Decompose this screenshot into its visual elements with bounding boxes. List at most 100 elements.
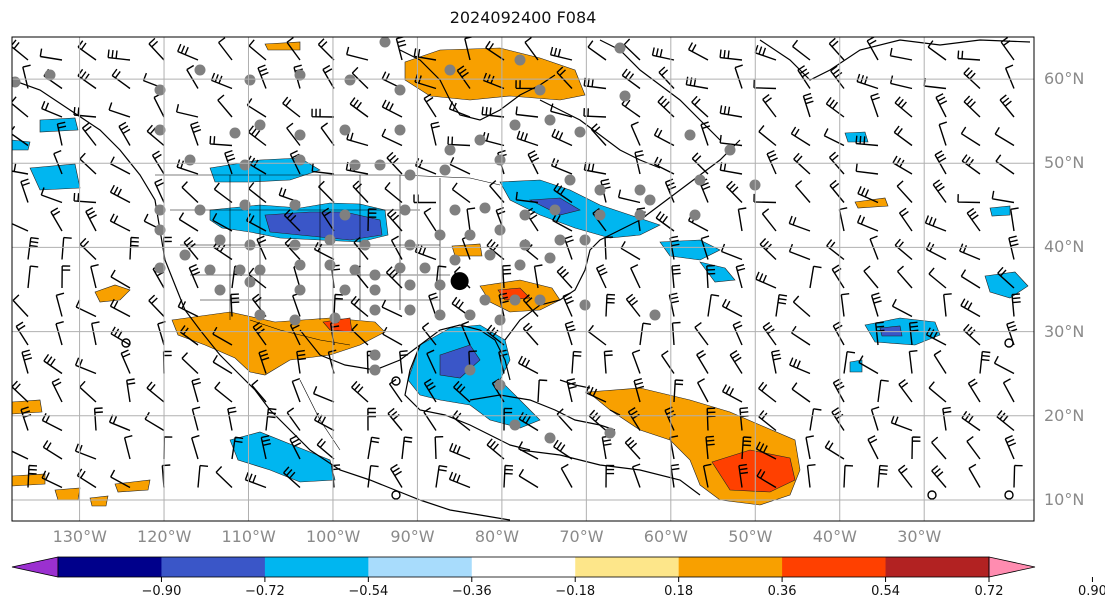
station-dot [434,279,446,291]
wind-barb [553,183,573,204]
station-dot [344,74,356,86]
wind-barb [517,355,539,375]
wind-barb [588,409,607,432]
colorbar-under-arrow [11,556,59,578]
colorbar-tick-label: 0.72 [974,584,1004,599]
wind-barb [963,323,981,346]
station-dot [444,144,456,156]
wind-barb [564,235,574,260]
wind-barb [943,293,952,317]
wind-barb [491,378,505,403]
wind-barb [631,463,641,488]
wind-barb [190,121,202,146]
colorbar-tick-label: −0.54 [348,584,389,599]
station-dot [369,269,381,281]
longitude-tick-label: 70°W [559,527,604,546]
colorbar-tick-label: 0.36 [767,584,797,599]
wind-barb [313,412,335,432]
wind-barb [27,237,39,260]
wind-barb [53,149,63,175]
wind-barb [858,355,879,375]
wind-barb [120,349,131,374]
station-dot [404,304,416,316]
wind-barb [863,265,879,289]
wind-barb [451,182,471,204]
longitude-tick-label: 120°W [137,527,192,546]
wind-barb [927,40,947,61]
longitude-tick-label: 110°W [221,527,276,546]
colorbar-outline [57,556,990,578]
wind-barb [81,122,97,146]
wind-barb [79,380,97,403]
station-dot [614,42,626,54]
wind-barb [630,121,641,146]
wind-barb [551,128,573,147]
latitude-tick-label: 10°N [1044,489,1085,509]
wind-barb [382,326,403,346]
wind-barb [93,407,103,431]
wind-barb [583,161,607,175]
wind-barb [583,77,607,90]
wind-barb [449,442,471,460]
wind-barb [896,265,913,289]
wind-barb [40,187,63,204]
wind-barb [696,349,709,374]
wind-barb [283,466,301,489]
wind-barb [702,463,712,488]
wind-barb [110,326,131,346]
station-dot [519,239,531,251]
wind-barb [829,179,845,203]
wind-barb [110,469,131,489]
wind-barb [522,294,539,317]
wind-barb [448,471,471,489]
wind-barb [696,378,709,403]
wind-barb [210,72,233,90]
wind-barb [856,73,879,90]
station-dot [154,124,166,136]
wind-barb [894,96,913,118]
wind-barb [248,182,267,204]
station-dot [349,159,361,171]
station-dot [449,254,461,266]
wind-barb [414,244,437,261]
wind-barb [20,406,32,431]
wind-barb [447,136,471,147]
wind-barb [631,349,641,374]
station-dot [464,364,476,376]
wind-barb [289,435,302,460]
station-dot [294,284,306,296]
wind-barb [286,37,301,61]
station-dot [294,154,306,166]
wind-barb [924,215,947,232]
station-dot [289,199,301,211]
wind-barb [178,212,199,232]
station-dot [239,159,251,171]
wind-barb [960,126,981,147]
wind-barb [252,321,267,346]
station-dot [544,432,556,444]
wind-barb [721,298,743,318]
colorbar-bin [58,557,162,577]
wind-barb [12,294,29,317]
wind-barb [423,93,437,118]
wind-barb [753,79,777,90]
station-dot [509,119,521,131]
station-dot [404,279,416,291]
longitude-tick-label: 130°W [52,527,107,546]
wind-barb [109,156,131,175]
wind-barb [877,464,888,488]
wind-barb [875,321,885,346]
wind-barb [421,322,437,346]
wind-barb [587,324,607,346]
wind-barb [73,107,97,118]
station-dot [294,259,306,271]
wind-barb [109,213,131,232]
latitude-tick-label: 20°N [1044,405,1085,425]
wind-barb [399,350,409,374]
station-dot [579,299,591,311]
wind-barb [729,350,743,374]
wind-barb [908,321,919,346]
wind-barb [855,163,879,175]
wind-barb [870,92,880,118]
wind-barb [732,320,743,346]
